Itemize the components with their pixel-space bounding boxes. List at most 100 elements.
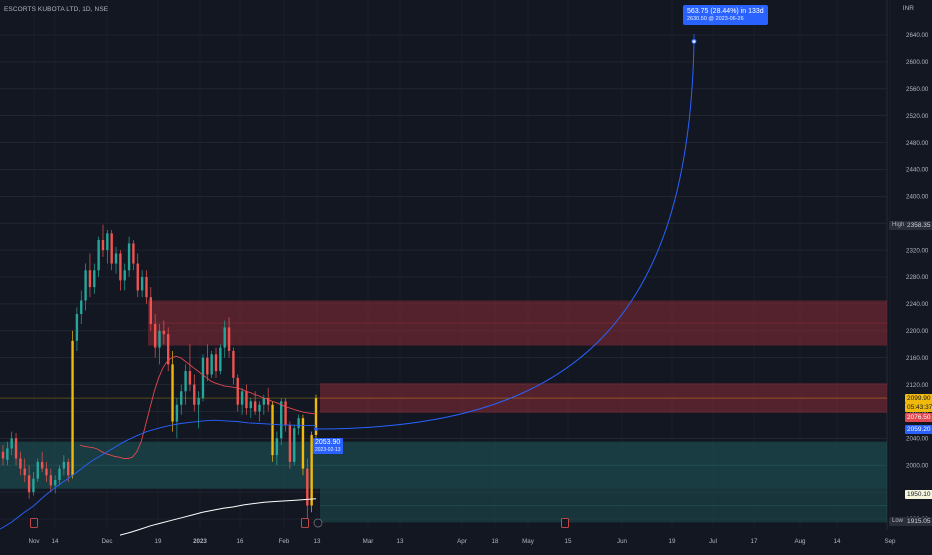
candle-body [140, 277, 144, 291]
candle-body [40, 461, 44, 469]
y-tick-label: 2040.00 [906, 436, 929, 443]
x-tick-label: 17 [751, 538, 758, 545]
x-tick-label: Mar [363, 538, 374, 545]
candle-body [162, 330, 166, 335]
candle-body [258, 404, 261, 412]
candle-body [297, 418, 300, 429]
candle-body [262, 398, 266, 405]
low-price-tag: 1915.05 [905, 517, 932, 526]
candle-body [280, 401, 283, 439]
candle-body [271, 404, 274, 456]
x-tick-label: Apr [457, 538, 467, 545]
x-tick-label: Jul [709, 538, 717, 545]
x-tick-label: 19 [669, 538, 676, 545]
last-price-tag: 2099.90 [905, 394, 932, 403]
x-tick-label: Sep [884, 538, 896, 545]
candle-body [101, 240, 105, 251]
candle-body [14, 438, 18, 459]
candle-body [49, 475, 53, 486]
candle-body [266, 398, 270, 405]
y-tick-label: 2000.00 [906, 462, 929, 469]
projection-curve [315, 41, 695, 430]
x-tick-label: 19 [155, 538, 162, 545]
y-tick-label: 2600.00 [906, 59, 929, 66]
candle-body [153, 324, 157, 348]
projection-end-callout[interactable]: 563.75 (28.44%) in 133d 2630.50 @ 2023-0… [683, 5, 768, 25]
x-tick-label: 13 [314, 538, 321, 545]
candle-body [36, 461, 39, 479]
candle-body [171, 364, 174, 422]
candle-body [123, 270, 126, 281]
ema-long-tag: 1950.10 [905, 490, 932, 499]
y-tick-label: 2160.00 [906, 355, 929, 362]
ema-short-tag: 2076.50 [905, 413, 932, 422]
candle-body [119, 253, 122, 281]
candle-body [197, 398, 200, 405]
projection-start-date: 2023-02-13 [315, 447, 341, 453]
candle-body [132, 243, 135, 264]
y-tick-label: 2440.00 [906, 167, 929, 174]
high-label: High [889, 221, 908, 230]
bar-countdown-tag: 05:43:37 [905, 403, 932, 412]
y-tick-label: 2400.00 [906, 194, 929, 201]
x-tick-label: 14 [52, 538, 59, 545]
candle-body [136, 263, 139, 291]
currency-label: INR [902, 5, 914, 12]
high-price-tag: 2358.35 [905, 221, 932, 230]
candle-body [145, 277, 148, 298]
projection-start-price: 2053.90 [315, 439, 341, 446]
candle-body [236, 377, 239, 405]
y-tick-label: 2200.00 [906, 328, 929, 335]
candle-body [1, 451, 5, 459]
candle-body [275, 438, 279, 456]
candle-body [293, 428, 296, 462]
dividend-marker-icon [313, 518, 323, 528]
low-label: Low [889, 517, 907, 526]
candle-body [310, 434, 313, 506]
candle-body [93, 270, 96, 288]
candle-body [67, 461, 70, 476]
candle-body [149, 297, 153, 325]
candle-body [301, 418, 305, 469]
candle-body [214, 354, 218, 372]
x-tick-label: 18 [492, 538, 499, 545]
candle-body [158, 330, 161, 348]
candle-body [27, 475, 31, 493]
candle-body [23, 468, 26, 476]
x-tick-label: Nov [28, 538, 40, 545]
candle-body [188, 371, 192, 385]
x-tick-label: Dec [101, 538, 112, 545]
x-tick-label: 13 [397, 538, 404, 545]
candle-body [84, 270, 87, 301]
candle-body [110, 233, 113, 264]
candle-body [97, 240, 100, 271]
candle-body [227, 327, 231, 351]
y-tick-label: 2280.00 [906, 274, 929, 281]
candle-body [232, 350, 235, 378]
candle-body [240, 391, 244, 405]
candle-body [10, 438, 13, 449]
projection-start-callout[interactable]: 2053.90 2023-02-13 [313, 438, 343, 454]
candle-body [71, 340, 74, 476]
projection-change-text: 563.75 (28.44%) in 133d [687, 8, 764, 15]
ema-mid-tag: 2059.20 [905, 425, 932, 434]
y-tick-label: 2320.00 [906, 247, 929, 254]
projection-target-text: 2630.50 @ 2023-06-26 [687, 16, 744, 22]
candle-body [284, 401, 287, 425]
candle-body [210, 354, 213, 375]
candle-body [206, 357, 209, 375]
candle-body [249, 401, 252, 409]
y-tick-label: 2560.00 [906, 86, 929, 93]
x-tick-label: Aug [794, 538, 806, 545]
candle-body [80, 300, 83, 314]
x-tick-label: Feb [279, 538, 290, 545]
candle-body [314, 398, 318, 435]
ema-short-line [79, 355, 317, 459]
y-tick-label: 2240.00 [906, 301, 929, 308]
candle-body [306, 468, 309, 506]
candle-body [114, 253, 118, 264]
y-tick-label: 2080.00 [906, 409, 929, 416]
ema-long-line [119, 498, 317, 536]
